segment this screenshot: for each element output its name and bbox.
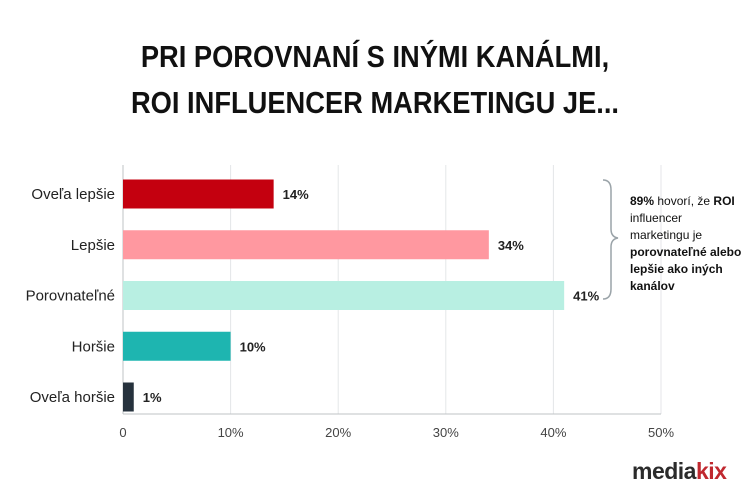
x-tick-label: 20% <box>325 425 351 440</box>
value-label: 41% <box>573 289 599 304</box>
x-tick-label: 30% <box>433 425 459 440</box>
x-tick-label: 0 <box>119 425 126 440</box>
category-label: Oveľa lepšie <box>31 186 115 203</box>
annotation-segment: 89% <box>630 194 655 208</box>
annotation-segment: influencer marketingu je <box>630 211 703 242</box>
bar <box>123 230 489 260</box>
chart-title-line-1: PRI POROVNANÍ S INÝMI KANÁLMI, <box>140 39 610 74</box>
x-tick-label: 10% <box>218 425 244 440</box>
annotation-segment: ROI <box>713 194 735 208</box>
category-label: Porovnateľné <box>26 288 115 305</box>
bar <box>123 179 274 209</box>
value-label: 1% <box>143 390 162 405</box>
annotation-note: 89% hovorí, že ROI influencer marketingu… <box>630 193 742 295</box>
bar <box>123 281 565 310</box>
category-label: Oveľa horšie <box>30 389 115 406</box>
chart-title-line-2: ROI INFLUENCER MARKETINGU JE... <box>130 85 620 120</box>
annotation-brace <box>602 179 619 300</box>
category-label: Lepšie <box>71 237 115 254</box>
value-label: 10% <box>240 339 266 354</box>
x-tick-label: 50% <box>648 425 674 440</box>
logo-part-media: media <box>632 458 696 484</box>
x-axis-ticks: 0 10% 20% 30% 40% 50% <box>119 425 674 440</box>
bar <box>123 331 231 361</box>
chart-title: PRI POROVNANÍ S INÝMI KANÁLMI, ROI INFLU… <box>45 34 705 126</box>
value-label: 34% <box>498 238 524 253</box>
value-label: 14% <box>283 187 309 202</box>
mediakix-logo: mediakix <box>632 458 727 485</box>
logo-part-kix: kix <box>695 458 727 484</box>
annotation-segment: hovorí, že <box>654 194 714 208</box>
annotation-segment: porovnateľné alebo lepšie ako iných kaná… <box>630 245 742 293</box>
x-tick-label: 40% <box>540 425 566 440</box>
category-label: Horšie <box>72 338 115 355</box>
bar <box>123 382 134 412</box>
bars: Oveľa lepšie 14% Lepšie 34% Porovnateľné 41% H… <box>26 179 600 412</box>
